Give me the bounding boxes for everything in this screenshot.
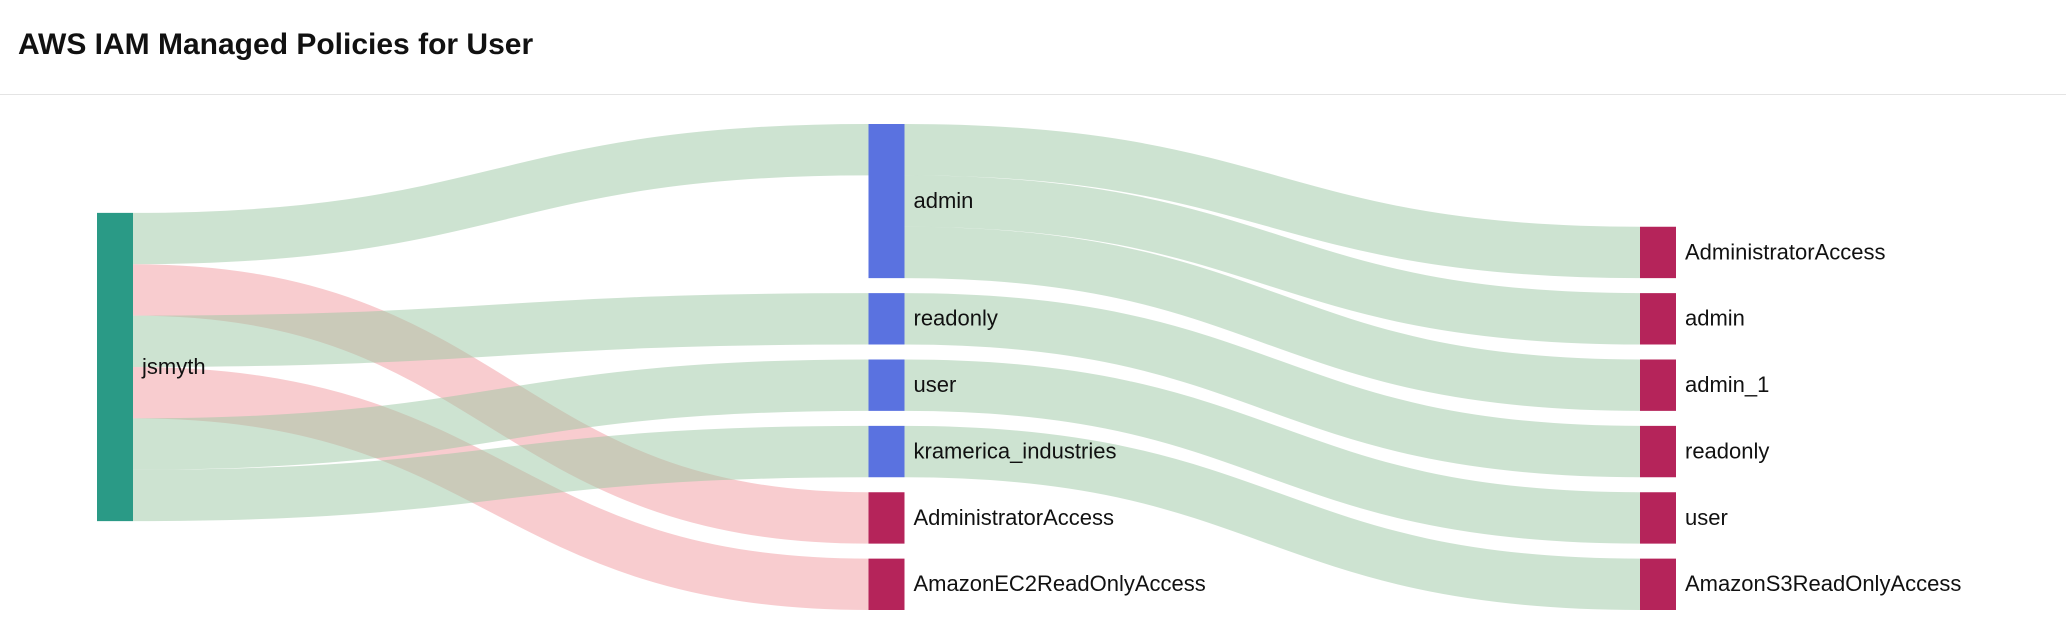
- node: [868, 492, 905, 544]
- node-label: kramerica_industries: [914, 438, 1117, 463]
- node: [1640, 425, 1676, 478]
- node-label: AmazonS3ReadOnlyAccess: [1685, 571, 1961, 596]
- link: [904, 293, 1641, 478]
- node-label: AdministratorAccess: [914, 505, 1115, 530]
- node-label: user: [914, 372, 957, 397]
- link: [904, 359, 1641, 544]
- link: [904, 175, 1641, 345]
- link: [132, 359, 869, 470]
- node: [868, 359, 905, 411]
- node: [97, 212, 133, 522]
- node: [1640, 226, 1676, 279]
- node: [868, 425, 905, 478]
- node: [868, 124, 905, 279]
- link: [132, 124, 869, 265]
- link: [132, 293, 869, 368]
- node: [1640, 558, 1676, 610]
- page-title: AWS IAM Managed Policies for User: [18, 28, 534, 61]
- node: [1640, 492, 1676, 544]
- node-label: admin: [914, 188, 974, 213]
- node-label: admin_1: [1685, 372, 1769, 397]
- node-label: readonly: [1685, 438, 1769, 463]
- node-label: AmazonEC2ReadOnlyAccess: [914, 571, 1206, 596]
- node: [1640, 293, 1676, 345]
- node-label: AdministratorAccess: [1685, 239, 1886, 264]
- header: AWS IAM Managed Policies for User: [0, 0, 2066, 95]
- node-label: readonly: [914, 306, 998, 331]
- link: [904, 124, 1641, 279]
- node-label: jsmyth: [141, 354, 206, 379]
- link: [132, 425, 869, 522]
- node: [868, 558, 905, 610]
- links: [132, 124, 1641, 611]
- node: [868, 293, 905, 345]
- node-label: admin: [1685, 306, 1745, 331]
- link: [904, 226, 1641, 411]
- node-label: user: [1685, 505, 1728, 530]
- link: [904, 425, 1641, 611]
- node: [1640, 359, 1676, 411]
